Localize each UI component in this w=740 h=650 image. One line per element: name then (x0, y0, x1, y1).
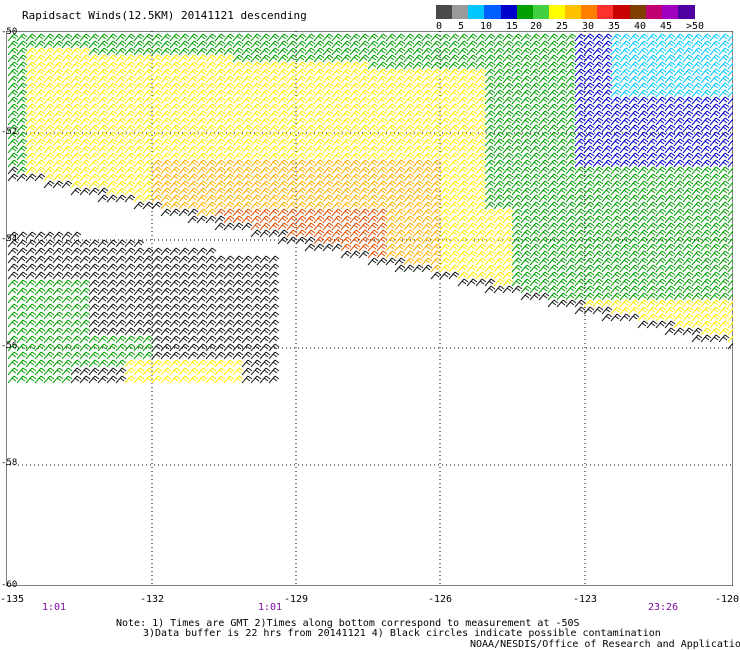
time-label: 1:01 (42, 602, 67, 613)
legend-swatch (677, 5, 695, 19)
lon-label: -126 (428, 594, 453, 605)
legend-swatch (597, 5, 614, 19)
legend-label: 10 (480, 21, 493, 32)
legend-swatch (532, 5, 550, 19)
legend-swatch (468, 5, 485, 19)
wind-barb-map (6, 31, 733, 586)
note-line-3: NOAA/NESDIS/Office of Research and Appli… (470, 639, 740, 650)
lon-label: -123 (573, 594, 598, 605)
wind-barb-group (25, 47, 733, 384)
legend-label: 25 (556, 21, 569, 32)
wind-barb-group (214, 208, 388, 259)
legend-swatch (629, 5, 647, 19)
wind-barb-group (610, 33, 733, 98)
legend-label: 15 (506, 21, 519, 32)
legend-label: 30 (582, 21, 595, 32)
map-title: Rapidsact Winds(12.5KM) 20141121 descend… (22, 9, 307, 22)
legend-swatch (452, 5, 469, 19)
lon-label: -132 (140, 594, 165, 605)
legend-swatch (645, 5, 663, 19)
time-label: 23:26 (648, 602, 679, 613)
wind-barbs (7, 33, 733, 384)
legend-swatch (661, 5, 679, 19)
legend-label: 0 (436, 21, 443, 32)
legend-swatch (613, 5, 630, 19)
lat-label: -52 (1, 127, 18, 137)
legend-swatch (500, 5, 518, 19)
legend-label: 35 (608, 21, 621, 32)
wind-barb-group (574, 33, 733, 168)
lat-label: -56 (1, 341, 18, 351)
legend-swatch (516, 5, 534, 19)
wind-barb-group (7, 33, 733, 384)
legend-swatch (565, 5, 582, 19)
wind-speed-legend: 0 5 10 15 20 25 30 35 40 45 >50 knots (436, 5, 736, 43)
lat-label: -50 (1, 27, 18, 37)
legend-swatch (436, 5, 453, 19)
wind-barb-group (7, 166, 733, 384)
legend-swatch (484, 5, 501, 19)
wind-barb-group (151, 159, 442, 273)
lon-label: -129 (284, 594, 309, 605)
lat-label: -60 (1, 580, 18, 590)
legend-label: 5 (458, 21, 465, 32)
legend-swatch (581, 5, 598, 19)
legend-label: 45 (660, 21, 673, 32)
legend-swatch (548, 5, 566, 19)
legend-label: 20 (530, 21, 543, 32)
lon-label: -135 (0, 594, 25, 605)
lat-label: -58 (1, 458, 18, 468)
lat-label: -54 (1, 234, 18, 244)
note-line-2: 3)Data buffer is 22 hrs from 20141121 4)… (143, 628, 661, 639)
time-label: 1:01 (258, 602, 283, 613)
legend-label: 40 (634, 21, 647, 32)
lon-label: -120 (715, 594, 740, 605)
note-line-1: Note: 1) Times are GMT 2)Times along bot… (116, 618, 580, 629)
